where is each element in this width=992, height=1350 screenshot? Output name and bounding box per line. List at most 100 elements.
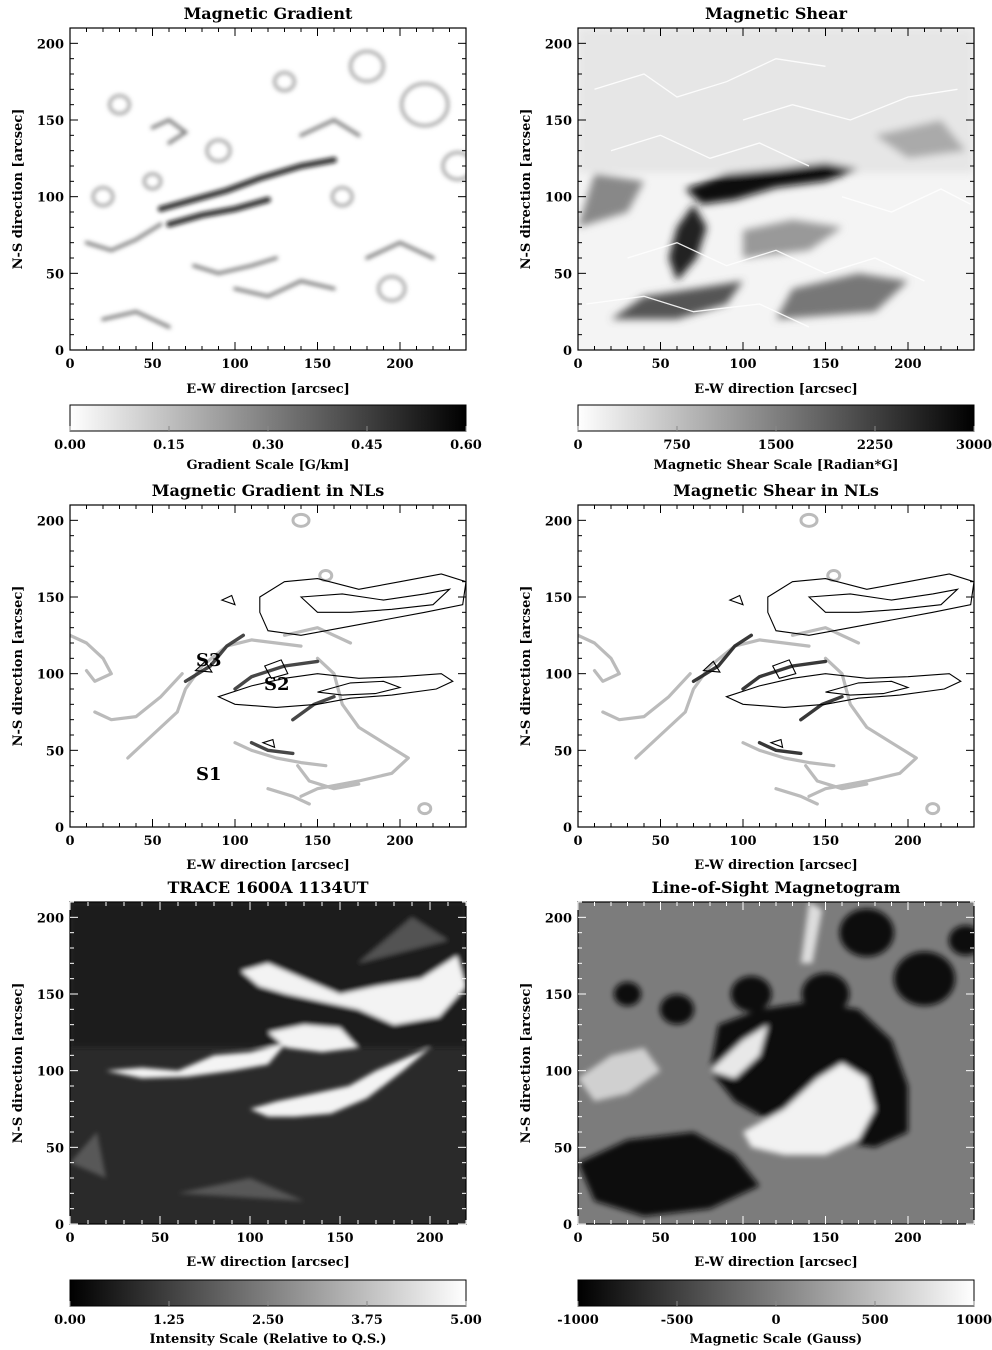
y-axis-label: N-S direction [arcsec]	[519, 586, 534, 747]
colorbar-tick-label: -1000	[557, 1313, 599, 1328]
y-tick-label: 150	[37, 591, 64, 606]
panel-magnetogram: Line-of-Sight Magnetogram E-W direction …	[519, 878, 992, 1347]
x-tick-label: 0	[65, 834, 74, 849]
colorbar-tick-label: 0.15	[153, 438, 185, 453]
colorbar-tick-label: 0	[771, 1313, 780, 1328]
colorbar-tick-label: -500	[661, 1313, 694, 1328]
x-axis-label: E-W direction [arcsec]	[694, 858, 858, 873]
y-tick-label: 150	[545, 988, 572, 1003]
x-tick-label: 150	[812, 834, 839, 849]
y-tick-label: 150	[545, 114, 572, 129]
colorbar-tick-label: 2250	[857, 438, 893, 453]
trace-image	[70, 902, 466, 1201]
y-tick-label: 0	[55, 1218, 64, 1233]
neutral-line-image	[70, 512, 466, 816]
y-tick-label: 100	[545, 668, 572, 683]
x-tick-label: 0	[573, 357, 582, 372]
plot-area: S3 S2 S1	[69, 504, 467, 828]
x-tick-label: 50	[651, 1231, 669, 1246]
axis-ticks	[577, 504, 975, 828]
y-tick-label: 200	[545, 911, 572, 926]
y-tick-label: 100	[37, 191, 64, 206]
plot-area	[69, 901, 467, 1225]
x-tick-label: 0	[573, 1231, 582, 1246]
y-tick-label: 0	[563, 344, 572, 359]
colorbar: -1000 -500 0 500 1000 Magnetic Scale (Gauss)	[557, 1279, 992, 1347]
panel-magnetic-shear: Magnetic Shear E-W direction [arcsec] N-…	[519, 4, 992, 473]
x-axis-label: E-W direction [arcsec]	[186, 858, 350, 873]
colorbar-label: Gradient Scale [G/km]	[186, 458, 349, 473]
colorbar-tick-label: 0.00	[54, 1313, 86, 1328]
panel-title: Magnetic Gradient	[184, 4, 353, 23]
y-tick-label: 0	[563, 1218, 572, 1233]
x-tick-label: 200	[386, 357, 413, 372]
panel-trace-1600: TRACE 1600A 1134UT E-W direction [arcsec…	[11, 878, 482, 1347]
y-tick-label: 100	[37, 668, 64, 683]
y-tick-label: 50	[46, 744, 64, 759]
x-axis-label: E-W direction [arcsec]	[186, 382, 350, 397]
y-tick-label: 100	[545, 191, 572, 206]
y-axis-label: N-S direction [arcsec]	[519, 109, 534, 270]
x-tick-label: 100	[729, 1231, 756, 1246]
colorbar: 0.00 0.15 0.30 0.45 0.60 Gradient Scale [G/k…	[54, 404, 482, 473]
colorbar-tick-label: 3.75	[351, 1313, 383, 1328]
colorbar-tick-label: 750	[663, 438, 690, 453]
x-tick-label: 100	[729, 357, 756, 372]
colorbar: 0.00 1.25 2.50 3.75 5.00 Intensity Scale (Re…	[54, 1279, 482, 1347]
gradient-image	[84, 49, 466, 329]
colorbar-tick-label: 5.00	[450, 1313, 482, 1328]
colorbar-label: Intensity Scale (Relative to Q.S.)	[150, 1332, 387, 1347]
axis-ticks	[577, 901, 975, 1225]
colorbar-tick-label: 0.00	[54, 438, 86, 453]
neutral-line-image	[578, 512, 974, 816]
axis-ticks	[577, 27, 975, 351]
x-tick-label: 150	[812, 357, 839, 372]
colorbar-label: Magnetic Shear Scale [Radian*G]	[653, 458, 898, 473]
x-tick-label: 100	[221, 357, 248, 372]
x-axis-label: E-W direction [arcsec]	[694, 1255, 858, 1270]
y-tick-label: 150	[37, 988, 64, 1003]
plot-area	[577, 27, 975, 351]
x-axis-label: E-W direction [arcsec]	[186, 1255, 350, 1270]
x-tick-label: 0	[65, 357, 74, 372]
colorbar-tick-label: 0.60	[450, 438, 482, 453]
colorbar-tick-label: 3000	[956, 438, 992, 453]
x-tick-label: 200	[894, 1231, 921, 1246]
plot-area	[69, 27, 467, 351]
y-tick-label: 200	[545, 37, 572, 52]
segment-label-s1: S1	[196, 764, 222, 785]
y-tick-label: 100	[37, 1065, 64, 1080]
x-tick-label: 150	[812, 1231, 839, 1246]
colorbar-tick-label: 0.30	[252, 438, 284, 453]
segment-label-s3: S3	[196, 650, 222, 671]
colorbar-tick-label: 0	[573, 438, 582, 453]
plot-area	[577, 504, 975, 828]
colorbar-tick-label: 2.50	[252, 1313, 284, 1328]
x-tick-label: 0	[573, 834, 582, 849]
axis-ticks	[69, 901, 467, 1225]
colorbar-ticks: 0.00 1.25 2.50 3.75 5.00	[54, 1301, 482, 1328]
panel-gradient-in-nls: Magnetic Gradient in NLs S3 S2 S1 E-W di…	[11, 481, 467, 873]
y-tick-label: 200	[37, 37, 64, 52]
x-tick-label: 50	[143, 834, 161, 849]
y-tick-label: 50	[554, 267, 572, 282]
x-tick-label: 100	[729, 834, 756, 849]
y-axis-label: N-S direction [arcsec]	[11, 586, 26, 747]
plot-background	[70, 28, 466, 350]
x-tick-label: 50	[151, 1231, 169, 1246]
plot-background	[70, 505, 466, 827]
colorbar-tick-label: 0.45	[351, 438, 383, 453]
colorbar: 0 750 1500 2250 3000 Magnetic Shear Scale [R…	[573, 404, 992, 473]
x-tick-label: 200	[416, 1231, 443, 1246]
y-tick-label: 200	[545, 514, 572, 529]
panel-title: Line-of-Sight Magnetogram	[652, 878, 901, 897]
colorbar-ticks: -1000 -500 0 500 1000	[557, 1301, 992, 1328]
y-tick-label: 200	[37, 911, 64, 926]
colorbar-gradient	[577, 404, 975, 432]
x-tick-label: 50	[651, 357, 669, 372]
colorbar-tick-label: 1.25	[153, 1313, 185, 1328]
x-tick-label: 0	[65, 1231, 74, 1246]
x-tick-label: 100	[236, 1231, 263, 1246]
magnetogram-image	[578, 902, 974, 1217]
x-tick-label: 200	[894, 357, 921, 372]
